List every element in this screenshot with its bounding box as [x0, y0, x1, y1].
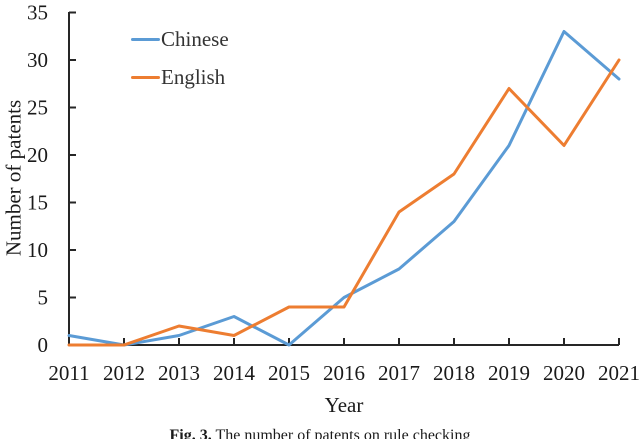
x-tick-label: 2021 — [598, 361, 640, 385]
legend-label-english: English — [161, 64, 226, 89]
y-tick-label: 30 — [27, 48, 48, 72]
x-tick-label: 2015 — [268, 361, 310, 385]
legend-label-chinese: Chinese — [161, 26, 229, 51]
figure-caption: Fig. 3. The number of patents on rule ch… — [0, 428, 640, 439]
y-tick-label: 10 — [27, 238, 48, 262]
x-tick-label: 2013 — [158, 361, 200, 385]
y-axis-title: Number of patents — [1, 99, 26, 257]
legend-line-english-icon — [131, 75, 160, 79]
y-tick-label: 5 — [38, 286, 49, 310]
x-tick-label: 2018 — [433, 361, 475, 385]
y-tick-label: 25 — [27, 96, 48, 120]
y-tick-label: 15 — [27, 191, 48, 215]
figure-caption-text: The number of patents on rule checking — [211, 427, 471, 439]
line-chart: 0 5 10 15 20 25 30 35 2011 2012 2013 2014 2015 2016 20… — [27, 1, 640, 386]
y-tick-label: 35 — [27, 1, 48, 25]
series-line-english — [67, 58, 621, 347]
x-tick-label: 2014 — [213, 361, 256, 385]
x-tick-label: 2020 — [543, 361, 585, 385]
figure-caption-number: Fig. 3. — [169, 427, 212, 439]
y-tick-label: 20 — [27, 143, 48, 167]
legend: Chinese English — [131, 20, 229, 96]
y-tick-label: 0 — [38, 333, 49, 357]
x-axis-title: Year — [324, 393, 364, 417]
x-tick-label: 2019 — [488, 361, 530, 385]
legend-item-chinese: Chinese — [131, 20, 229, 58]
x-tick-label: 2017 — [378, 361, 420, 385]
x-tick-label: 2016 — [323, 361, 365, 385]
legend-item-english: English — [131, 58, 229, 96]
legend-line-chinese-icon — [131, 37, 160, 41]
x-tick-label: 2011 — [48, 361, 89, 385]
x-tick-label: 2012 — [103, 361, 145, 385]
